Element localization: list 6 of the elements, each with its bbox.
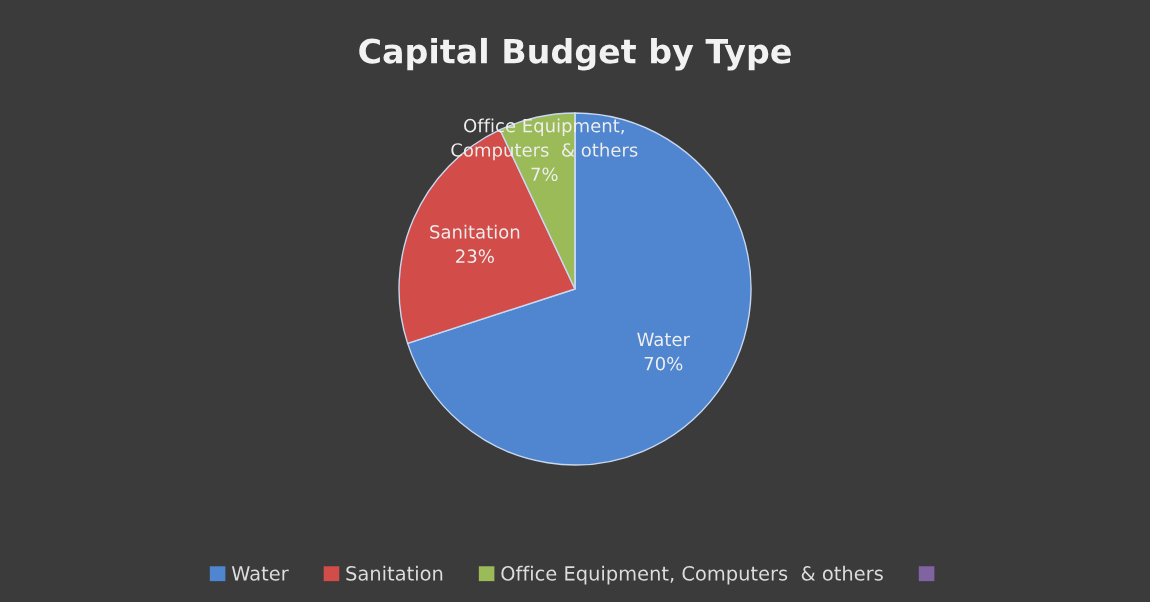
data-label: Water 70% — [637, 332, 690, 371]
chart-title: Capital Budget by Type — [359, 37, 791, 71]
legend-label: Office Equipment, Computers & others — [501, 565, 883, 585]
data-label: Sanitation 23% — [430, 224, 520, 264]
legend-label: Sanitation — [346, 565, 443, 581]
legend-label: Water — [231, 566, 289, 581]
